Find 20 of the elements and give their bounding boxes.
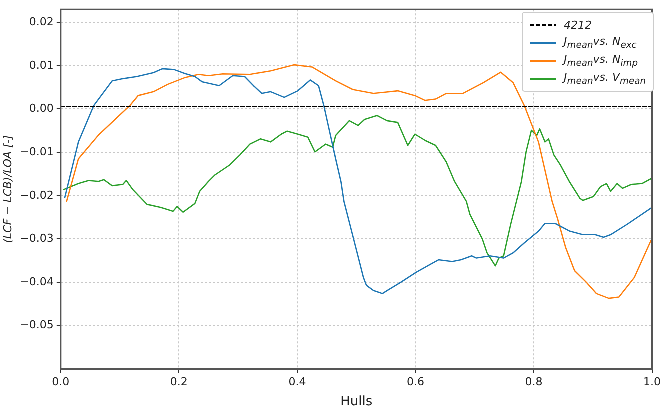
legend-label: 4212 [564, 18, 592, 32]
y-tick-label: −0.04 [20, 275, 54, 288]
y-tick-label: −0.03 [20, 232, 54, 246]
y-tick-label: −0.02 [20, 188, 54, 202]
x-tick-label: 0.6 [406, 376, 424, 389]
x-tick-label: 0.0 [52, 376, 70, 389]
x-tick-label: 0.8 [525, 376, 543, 389]
legend-label: J$_{mean}$vs. V$_{mean}$ [564, 70, 646, 88]
y-tick-label: −0.05 [20, 318, 54, 332]
y-tick-label: −0.01 [20, 145, 54, 158]
x-tick-label: 0.4 [288, 376, 306, 389]
y-axis-title: (LCF − LCB)/LOA [-] [1, 135, 14, 244]
x-tick-label: 0.2 [170, 376, 188, 389]
x-tick-label: 1.0 [644, 376, 662, 389]
legend-label: J$_{mean}$vs. N$_{imp}$ [564, 52, 638, 70]
legend-label: J$_{mean}$vs. N$_{exc}$ [564, 34, 637, 52]
y-tick-label: 0.02 [29, 15, 54, 28]
y-tick-label: 0.00 [29, 102, 54, 116]
x-axis-title: Hulls [340, 394, 373, 410]
y-tick-label: 0.01 [29, 58, 54, 72]
